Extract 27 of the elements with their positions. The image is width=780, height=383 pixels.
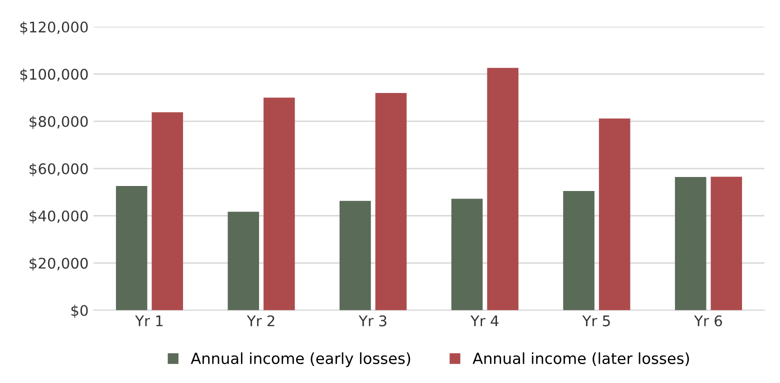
y-tick-label: $20,000 xyxy=(30,257,88,271)
bar xyxy=(375,92,407,310)
x-tick-label: Yr 3 xyxy=(358,315,386,326)
x-tick-label: Yr 2 xyxy=(246,315,274,326)
bar xyxy=(487,68,518,310)
y-tick-label: $0 xyxy=(71,304,88,318)
legend-label: Annual income (later losses) xyxy=(472,352,689,366)
y-tick-label: $100,000 xyxy=(20,68,88,82)
bar xyxy=(116,186,148,310)
bar xyxy=(228,212,260,310)
y-tick-label: $60,000 xyxy=(30,162,88,176)
legend-label: Annual income (early losses) xyxy=(190,352,410,368)
bar xyxy=(710,176,742,310)
bar xyxy=(340,200,371,310)
x-tick-label: Yr 5 xyxy=(582,316,610,326)
bar xyxy=(598,118,630,310)
bar xyxy=(674,177,706,310)
y-tick-label: $80,000 xyxy=(30,116,88,129)
bar xyxy=(563,190,594,310)
x-tick-label: Yr 1 xyxy=(135,316,163,326)
bar xyxy=(264,98,295,310)
y-tick-label: $40,000 xyxy=(30,210,88,224)
bar xyxy=(451,198,483,310)
x-tick-label: Yr 4 xyxy=(470,316,498,326)
x-tick-label: Yr 6 xyxy=(694,315,722,326)
y-tick-label: $120,000 xyxy=(20,21,88,34)
bar xyxy=(152,112,184,310)
